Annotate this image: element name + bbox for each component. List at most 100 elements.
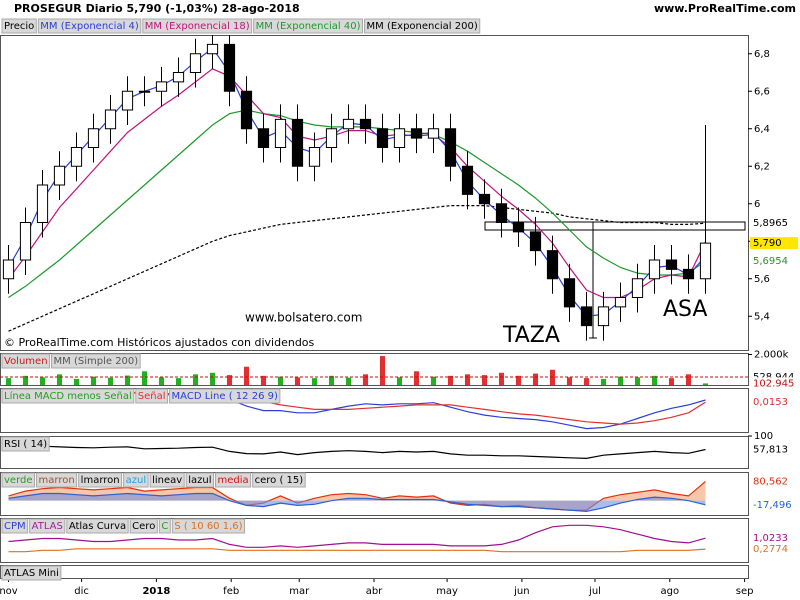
volume-bar: [396, 377, 403, 385]
legend-bg: [129, 518, 158, 534]
y-tick-label: 6,6: [754, 86, 770, 97]
legend-bg: [123, 472, 149, 488]
legend-label: lazul: [188, 475, 211, 486]
legend-bg: [1, 436, 50, 452]
y-tick-label: 5,6: [754, 274, 770, 285]
value-label-bg: [750, 217, 798, 230]
candle-body: [427, 128, 440, 139]
legend-label: Atlas Curva: [69, 521, 126, 532]
legend-label: MACD Line ( 12 26 9): [172, 391, 278, 402]
volume-bar: [277, 376, 284, 385]
volume-bar: [481, 375, 488, 385]
legend-bg: [1, 518, 29, 534]
line: [8, 205, 706, 332]
legend-label: MM (Exponencial 18): [145, 21, 250, 32]
volume-bar: [498, 372, 505, 385]
legend-label: CPM: [4, 521, 26, 532]
legend-bg: [1, 565, 62, 581]
candle-body: [546, 250, 559, 280]
candle-body: [478, 193, 491, 205]
volume-bar: [515, 375, 522, 385]
volume-bar: [600, 378, 607, 385]
legend-label: cero ( 15): [255, 475, 304, 486]
panel-frame: [0, 518, 749, 563]
value-label-bg: [750, 254, 798, 267]
candle-body: [2, 259, 15, 280]
legend-bg: [1, 353, 51, 369]
panel-frame: [0, 388, 749, 433]
legend-label: MM (Simple 200): [54, 356, 139, 367]
value-label-bg: [750, 498, 798, 511]
legend-label: MM (Exponencial 40): [256, 21, 361, 32]
candle-body: [257, 128, 270, 148]
legend-label: ATLAS Mini: [4, 568, 59, 579]
candle-body: [342, 118, 355, 130]
panel-frame: [0, 436, 749, 469]
x-tick-label: feb: [223, 586, 239, 597]
candle-body: [580, 306, 593, 327]
candle-body: [138, 90, 151, 93]
legend-label: C: [161, 521, 168, 532]
legend-bg: [36, 472, 78, 488]
y-tick-label: 5,4: [754, 311, 770, 322]
candle-body: [563, 278, 576, 308]
candle-body: [614, 297, 627, 308]
x-tick-label: ago: [661, 586, 680, 597]
candle-body: [223, 43, 236, 92]
value-label-bg: [750, 543, 798, 556]
value-label-bg: [750, 532, 798, 545]
candle-body: [529, 231, 542, 252]
legend-label: azul: [126, 475, 147, 486]
legend-bg: [252, 472, 306, 488]
volume-bar: [566, 377, 573, 385]
panel: [8, 480, 706, 513]
x-tick-label: nov: [0, 586, 18, 597]
value-label: 5,6954: [753, 256, 788, 267]
line: [8, 492, 706, 513]
y-tick-label: 6: [754, 199, 760, 210]
volume-bar: [311, 378, 318, 385]
candle-body: [325, 128, 338, 148]
value-label-bg: [750, 443, 798, 456]
volume-bar: [243, 366, 250, 385]
legend-label: S ( 10 60 1,6): [174, 521, 242, 532]
legend-bg: [1, 472, 36, 488]
volume-bar: [5, 378, 12, 385]
volume-bar: [413, 371, 420, 385]
candle-body: [206, 43, 219, 55]
value-label-bg: [750, 396, 798, 409]
volume-bar: [158, 377, 165, 385]
line: [8, 109, 706, 299]
legend-label: verde: [4, 475, 33, 486]
candle-body: [648, 259, 661, 280]
legend-bg: [149, 472, 185, 488]
legend-bg: [66, 518, 129, 534]
panel-frame: [0, 35, 749, 351]
legend-bg: [185, 472, 214, 488]
value-label-bg: [750, 475, 798, 488]
volume-bar: [617, 376, 624, 385]
volume-bar: [345, 377, 352, 385]
candle-body: [53, 165, 66, 186]
legend-bg: [37, 18, 142, 34]
line: [8, 548, 706, 553]
y-tick-label: 6,8: [754, 49, 770, 60]
legend-label: Cero: [132, 521, 155, 532]
x-tick-label: abr: [366, 586, 383, 597]
chart-title: PROSEGUR Diario 5,790 (-1,03%) 28-ago-20…: [14, 2, 300, 15]
annotation: www.bolsatero.com: [245, 311, 362, 325]
value-label: 0,0153: [753, 397, 788, 408]
candle-body: [597, 306, 610, 327]
candle-body: [172, 72, 185, 83]
line: [8, 445, 706, 460]
candle-body: [444, 128, 457, 167]
legend-bg: [171, 518, 246, 534]
legend-label: MM (Exponencial 200): [367, 21, 478, 32]
volume-bar: [39, 377, 46, 385]
value-label: -17,496: [753, 500, 792, 511]
legend-bg: [158, 518, 171, 534]
candle-body: [189, 53, 202, 73]
legend-label: Volumen: [4, 356, 48, 367]
volume-bar: [702, 383, 709, 385]
